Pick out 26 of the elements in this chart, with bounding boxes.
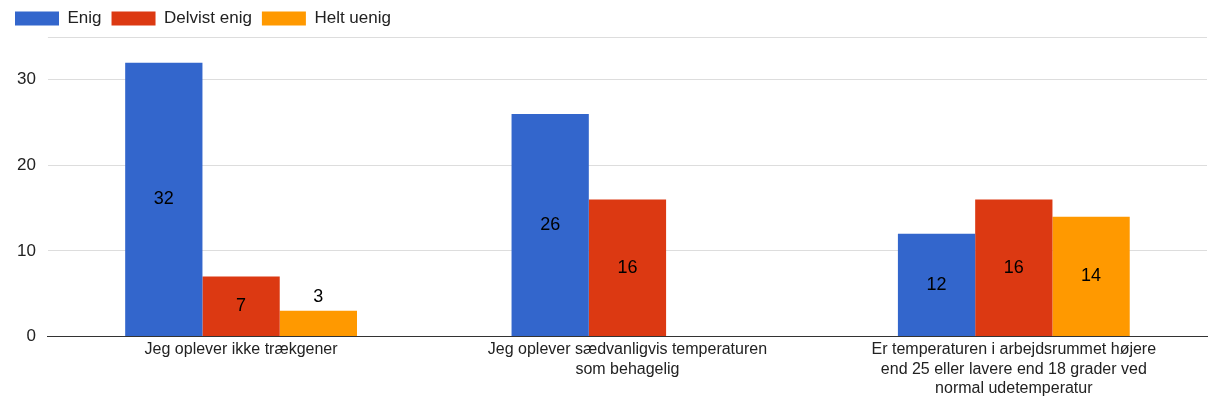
legend-label: Enig bbox=[67, 8, 102, 28]
x-tick-label: Jeg oplever ikke trækgener bbox=[144, 340, 339, 358]
legend-label: Helt uenig bbox=[314, 8, 391, 28]
y-tick-label: 30 bbox=[16, 69, 36, 89]
bar bbox=[975, 199, 1053, 336]
x-tick-label: Jeg oplever sædvanligvis temperaturen som behagelig bbox=[487, 340, 768, 377]
data-label: 3 bbox=[313, 285, 324, 306]
x-tick-label: Er temperaturen i arbejdsrummet højere end 25 eller lavere end 18 grader ved normal udetemperatur bbox=[871, 340, 1157, 396]
bar bbox=[1052, 216, 1130, 336]
bar bbox=[897, 233, 976, 336]
bar bbox=[125, 62, 203, 336]
legend-label: Delvist enig bbox=[164, 8, 252, 28]
data-label: 7 bbox=[236, 295, 247, 316]
y-tick-label: 10 bbox=[16, 240, 36, 260]
y-tick-label: 0 bbox=[26, 326, 36, 346]
y-tick-label: 20 bbox=[16, 155, 36, 174]
bar bbox=[279, 310, 357, 336]
bar bbox=[511, 113, 589, 336]
data-label: 32 bbox=[153, 188, 174, 209]
data-label: 12 bbox=[926, 273, 947, 294]
data-label: 16 bbox=[617, 256, 638, 277]
data-label: 16 bbox=[1003, 256, 1024, 277]
bar bbox=[202, 276, 280, 336]
data-label: 26 bbox=[540, 213, 561, 234]
data-label: 14 bbox=[1081, 265, 1102, 286]
bar bbox=[588, 199, 667, 336]
